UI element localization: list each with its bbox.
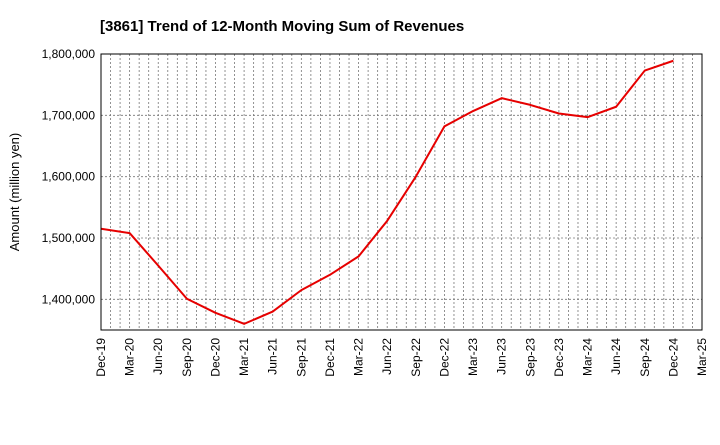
y-tick-label: 1,800,000 <box>42 47 96 61</box>
x-tick-label: Jun-21 <box>266 338 280 375</box>
x-tick-label: Mar-20 <box>123 338 137 376</box>
grid-layer <box>101 54 702 330</box>
x-tick-label: Mar-23 <box>466 338 480 376</box>
x-tick-label: Sep-21 <box>294 338 308 377</box>
series-layer <box>101 61 674 324</box>
x-tick-label: Dec-23 <box>552 338 566 377</box>
x-tick-label: Dec-21 <box>323 338 337 377</box>
x-tick-label: Jun-23 <box>495 338 509 375</box>
x-tick-labels: Dec-19 Mar-20 Jun-20 Sep-20 Dec-20 Mar-21 Jun-… <box>94 338 709 377</box>
chart-title: [3861] Trend of 12-Month Moving Sum of R… <box>100 18 464 35</box>
y-tick-labels: 1,400,000 1,500,000 1,600,000 1,700,000 1,80… <box>42 47 96 306</box>
x-tick-label: Dec-24 <box>666 338 680 377</box>
x-tick-label: Jun-22 <box>380 338 394 375</box>
series-line <box>101 61 673 324</box>
x-tick-label: Sep-22 <box>409 338 423 377</box>
y-axis-label: Amount (million yen) <box>7 133 22 252</box>
y-tick-label: 1,400,000 <box>42 292 96 306</box>
x-tick-label: Dec-20 <box>208 338 222 377</box>
x-tick-label: Sep-20 <box>180 338 194 377</box>
y-tick-label: 1,700,000 <box>42 108 96 122</box>
x-tick-label: Sep-23 <box>523 338 537 377</box>
y-tick-label: 1,600,000 <box>42 170 96 184</box>
x-tick-label: Jun-24 <box>609 338 623 375</box>
x-tick-label: Dec-19 <box>94 338 108 377</box>
x-tick-label: Mar-21 <box>237 338 251 376</box>
x-tick-label: Mar-25 <box>695 338 709 376</box>
plot-frame <box>101 54 702 330</box>
x-tick-label: Sep-24 <box>638 338 652 377</box>
x-tick-label: Mar-22 <box>352 338 366 376</box>
x-tick-label: Mar-24 <box>581 338 595 376</box>
x-tick-label: Jun-20 <box>151 338 165 375</box>
x-tick-label: Dec-22 <box>437 338 451 377</box>
y-tick-label: 1,500,000 <box>42 231 96 245</box>
